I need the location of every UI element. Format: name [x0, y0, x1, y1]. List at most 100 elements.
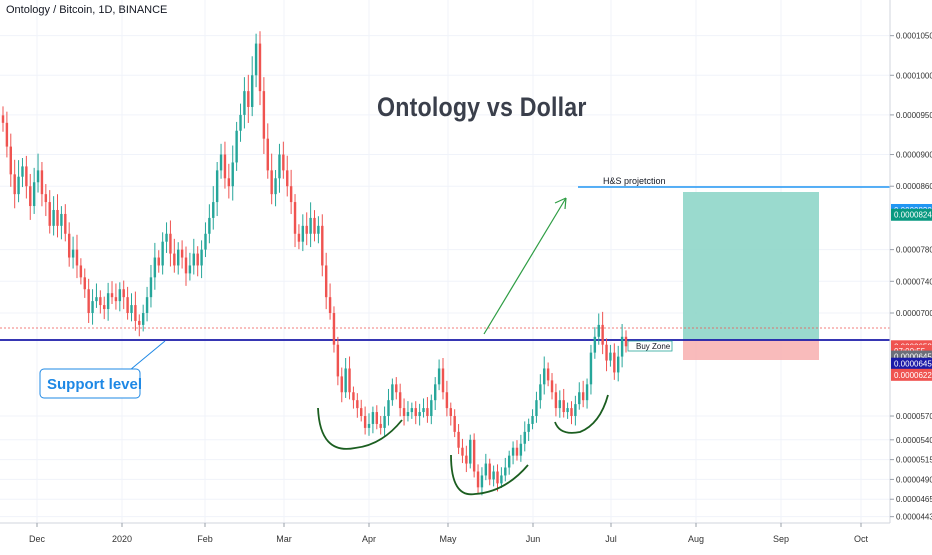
candle-body	[391, 384, 394, 401]
candle-body	[122, 289, 125, 298]
y-tick-label: 0.0000740	[896, 277, 932, 286]
candle-body	[91, 301, 94, 314]
profit-zone	[683, 192, 819, 340]
candle-body	[138, 320, 141, 325]
candle-body	[484, 463, 488, 476]
candle-body	[239, 114, 242, 131]
candle-body	[593, 336, 597, 353]
candle-body	[235, 130, 238, 163]
candle-body	[511, 447, 515, 456]
price-badge-label: 0.0000645	[894, 360, 932, 369]
candle-body	[219, 154, 223, 171]
candle-body	[422, 408, 425, 413]
x-tick-label: Jun	[526, 534, 541, 544]
candle-body	[453, 416, 456, 432]
candle-body	[601, 324, 604, 345]
candle-body	[157, 257, 160, 266]
candle-body	[188, 265, 192, 274]
candle-body	[624, 336, 628, 347]
candle-body	[539, 384, 542, 401]
candle-body	[535, 400, 538, 417]
x-tick-label: Feb	[197, 534, 213, 544]
candle-body	[25, 166, 28, 187]
y-tick-label: 0.0001050	[896, 32, 932, 41]
head-curve	[450, 454, 529, 496]
candle-body	[496, 471, 499, 484]
price-badge-label: 0.0000824	[894, 211, 932, 220]
candle-body	[286, 170, 289, 187]
candle-body	[215, 170, 219, 203]
candle-body	[313, 217, 316, 234]
candle-body	[149, 277, 153, 298]
candle-body	[367, 423, 371, 428]
candle-body	[141, 313, 145, 325]
candle-body	[227, 178, 231, 187]
candle-body	[250, 75, 254, 107]
price-badge	[891, 368, 932, 381]
candle-body	[332, 313, 336, 345]
projection-arrow	[483, 197, 567, 335]
candle-body	[71, 249, 75, 258]
candle-body	[449, 408, 452, 417]
candle-body	[609, 352, 612, 361]
candle-body	[40, 170, 44, 195]
candle-body	[581, 392, 585, 401]
x-tick-label: Dec	[29, 534, 46, 544]
candle-body	[574, 404, 577, 417]
candle-body	[118, 289, 122, 302]
projection-label: H&S projetction	[603, 176, 666, 186]
candle-body	[208, 217, 211, 234]
candle-body	[469, 439, 472, 464]
price-badge-label: 0.0000645	[894, 353, 932, 362]
buy-zone-label: Buy Zone	[636, 342, 671, 351]
candle-body	[87, 289, 90, 314]
candle-body	[500, 475, 503, 484]
y-tick-label: 0.0000700	[896, 309, 932, 318]
candle-body	[414, 408, 417, 417]
candle-body	[289, 186, 293, 203]
candle-body	[274, 178, 277, 195]
candle-body	[441, 368, 445, 393]
candle-body	[212, 202, 215, 218]
x-tick-label: Oct	[854, 534, 869, 544]
x-tick-label: Mar	[276, 534, 292, 544]
x-tick-label: Jul	[605, 534, 617, 544]
candle-body	[597, 324, 600, 337]
candle-body	[5, 122, 9, 147]
y-tick-label: 0.0000443	[896, 513, 932, 522]
candle-body	[75, 249, 79, 266]
candle-body	[79, 265, 83, 278]
support-label: Support level	[47, 376, 142, 393]
candle-body	[44, 194, 48, 203]
candle-body	[165, 233, 168, 242]
candle-body	[617, 356, 620, 373]
candle-body	[465, 455, 468, 464]
price-badge-label: 0.0000622	[894, 371, 932, 380]
candle-body	[360, 408, 363, 417]
candle-body	[180, 249, 184, 258]
candle-body	[375, 412, 379, 424]
candle-body	[83, 277, 86, 290]
candle-body	[243, 91, 246, 115]
candle-body	[17, 176, 20, 195]
candle-body	[406, 412, 410, 417]
candle-body	[95, 297, 98, 302]
x-tick-label: May	[439, 534, 457, 544]
candle-body	[56, 209, 59, 226]
candle-body	[266, 138, 269, 171]
candle-body	[461, 447, 464, 456]
y-tick-label: 0.0000540	[896, 436, 932, 445]
candle-body	[130, 305, 133, 314]
candle-body	[9, 146, 12, 175]
candle-body	[196, 253, 199, 266]
candle-body	[507, 455, 511, 468]
callout-pointer	[129, 340, 166, 371]
candle-body	[177, 249, 180, 266]
candle-body	[523, 431, 526, 444]
y-tick-label: 0.0001000	[896, 71, 932, 80]
candle-body	[21, 166, 24, 177]
support-callout-box	[39, 368, 141, 399]
candle-body	[348, 368, 351, 393]
candle-body	[352, 392, 355, 401]
candle-body	[293, 202, 297, 234]
